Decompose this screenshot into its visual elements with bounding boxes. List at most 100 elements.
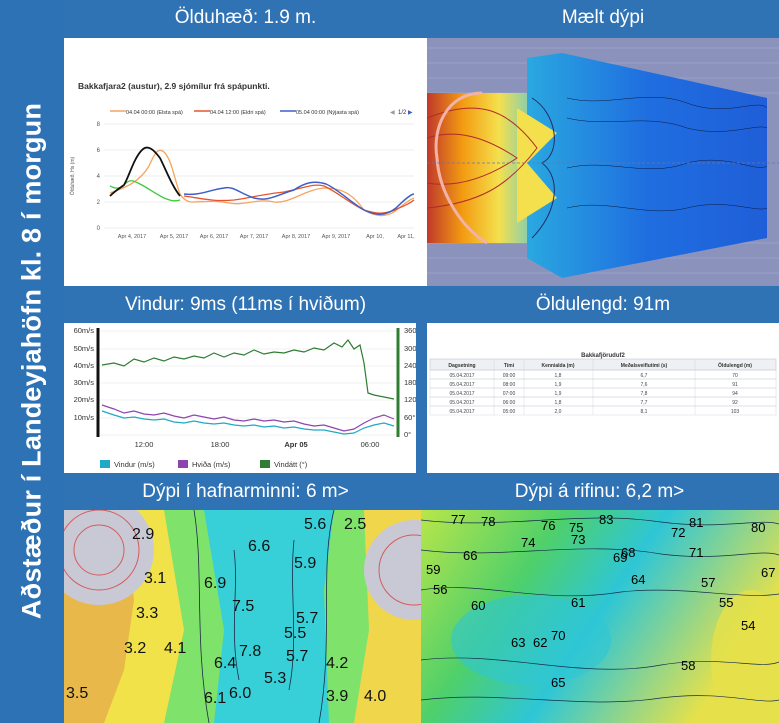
depth-label: 2.9 — [132, 526, 155, 543]
bar-depth-labels: 77 75 72 68 83 81 66 69 71 59 61 63 64 6… — [421, 510, 779, 723]
depth-label: 64 — [631, 572, 646, 587]
wave-forecast-chart: Bakkafjara2 (austur), 2.9 sjómílur frá s… — [64, 38, 427, 286]
wind-left-tick: 60m/s — [74, 326, 95, 335]
table-cell: 09:00 — [503, 373, 516, 379]
depth-label: 3.5 — [66, 685, 89, 702]
table-header-length: Öldulengd (m) — [718, 362, 752, 369]
depth-label: 72 — [671, 525, 686, 540]
depth-label: 6.1 — [204, 690, 227, 707]
table-cell: 91 — [732, 382, 738, 388]
wave-x-tick: Apr 7, 2017 — [240, 234, 268, 240]
depth-label: 77 — [451, 512, 466, 527]
wind-left-tick: 20m/s — [74, 395, 95, 404]
wave-x-tick: Apr 8, 2017 — [282, 234, 310, 240]
depth-label: 3.2 — [124, 640, 147, 657]
wind-right-tick: 120° — [404, 395, 416, 404]
depth-label: 59 — [426, 562, 441, 577]
table-header-sig-wave: Kennialda (m) — [541, 363, 574, 369]
wave-x-tick: Apr 6, 2017 — [200, 234, 228, 240]
wind-right-tick: 180° — [404, 378, 416, 387]
wave-y-tick: 4 — [97, 174, 101, 180]
legend-newest: 05.04 00:00 (Nýjasta spá) — [296, 110, 359, 116]
measured-depth-map — [427, 38, 779, 286]
depth-label: 54 — [741, 618, 756, 633]
legend-wind: Vindur (m/s) — [114, 460, 155, 469]
wave-y-tick: 6 — [97, 148, 101, 154]
wave-chart-title: Bakkafjara2 (austur), 2.9 sjómílur frá s… — [78, 81, 270, 91]
sidebar: Aðstæður í Landeyjahöfn kl. 8 í morgun — [0, 0, 64, 723]
next-page-icon[interactable]: ▶ — [408, 110, 413, 116]
depth-label: 5.7 — [286, 648, 309, 665]
table-cell: 94 — [732, 391, 738, 397]
wave-x-tick: Apr 11, — [397, 234, 415, 240]
depth-label: 5.9 — [294, 555, 317, 572]
depth-label: 74 — [521, 535, 536, 550]
depth-label: 5.5 — [284, 625, 307, 642]
depth-label: 55 — [719, 595, 734, 610]
wind-x-tick: Apr 05 — [284, 440, 307, 449]
wind-right-tick: 360° — [404, 326, 416, 335]
wave-x-tick: Apr 10, — [366, 234, 384, 240]
wave-x-tick: Apr 9, 2017 — [322, 234, 350, 240]
depth-label: 60 — [471, 598, 486, 613]
depth-label: 68 — [621, 545, 636, 560]
depth-label: 7.8 — [239, 643, 262, 660]
depth-label: 65 — [551, 675, 566, 690]
depth-label: 63 — [511, 635, 526, 650]
depth-label: 76 — [541, 518, 556, 533]
table-cell: 7,8 — [641, 391, 648, 397]
table-cell: 05:00 — [503, 409, 516, 415]
depth-label: 78 — [481, 514, 496, 529]
depth-label: 3.9 — [326, 688, 349, 705]
table-cell: 05.04.2017 — [449, 409, 474, 415]
depth-label: 75 — [569, 520, 584, 535]
legend-older: 04.04 12:00 (Eldri spá) — [210, 110, 266, 116]
depth-label: 5.3 — [264, 670, 287, 687]
table-cell: 103 — [731, 409, 740, 415]
depth-label: 5.6 — [304, 516, 327, 533]
depth-label: 5.7 — [296, 610, 319, 627]
wave-y-tick: 8 — [97, 122, 101, 128]
table-header-date: Dagsetning — [448, 363, 475, 369]
depth-label: 6.4 — [214, 655, 237, 672]
depth-label: 58 — [681, 658, 696, 673]
wave-x-tick: Apr 5, 2017 — [160, 234, 188, 240]
depth-label: 71 — [689, 545, 704, 560]
depth-label: 6.9 — [204, 575, 227, 592]
depth-label: 6.6 — [248, 538, 271, 555]
depth-label: 80 — [751, 520, 766, 535]
table-cell: 06:00 — [503, 400, 516, 406]
depth-label: 3.3 — [136, 605, 159, 622]
wind-right-tick: 60° — [404, 413, 415, 422]
table-cell: 8,1 — [641, 409, 648, 415]
bar-depth-map: 77 75 72 68 83 81 66 69 71 59 61 63 64 6… — [421, 510, 779, 723]
table-cell: 2,0 — [555, 409, 562, 415]
wave-table-title: Bakkafjöruduf2 — [581, 353, 625, 359]
depth-label: 7.5 — [232, 598, 255, 615]
wave-x-tick: Apr 4, 2017 — [118, 234, 146, 240]
wind-chart: 60m/s 50m/s 40m/s 30m/s 20m/s 10m/s 360°… — [64, 323, 416, 473]
depth-label: 57 — [701, 575, 716, 590]
wave-length-header: Öldulengd: 91m — [427, 287, 779, 323]
wind-x-tick: 18:00 — [211, 440, 230, 449]
table-cell: 7,7 — [641, 400, 648, 406]
depth-label: 81 — [689, 515, 704, 530]
wave-height-header: Ölduhæð: 1.9 m. — [64, 0, 427, 36]
table-header-time: Tími — [504, 363, 515, 369]
legend-oldest: 04.04 00:00 (Elsta spá) — [126, 110, 183, 116]
depth-label: 4.0 — [364, 688, 387, 705]
harbor-depth-header: Dýpi í hafnarminni: 6 m> — [64, 474, 427, 510]
table-cell: 7,6 — [641, 382, 648, 388]
harbor-depth-map: 6.9 6.1 5.9 7.5 5.5 5.3 5.7 6.4 7.8 6.6 … — [64, 510, 421, 723]
depth-label: 66 — [463, 548, 478, 563]
harbor-depth-labels: 6.9 6.1 5.9 7.5 5.5 5.3 5.7 6.4 7.8 6.6 … — [64, 510, 421, 723]
wind-left-tick: 40m/s — [74, 361, 95, 370]
depth-label: 67 — [761, 565, 776, 580]
depth-label: 70 — [551, 628, 566, 643]
wave-y-tick: 2 — [97, 200, 101, 206]
wind-right-tick: 0° — [404, 430, 411, 439]
prev-page-icon[interactable]: ◀ — [390, 110, 395, 116]
wind-x-tick: 06:00 — [361, 440, 380, 449]
depth-label: 62 — [533, 635, 548, 650]
wave-table-panel: Bakkafjöruduf2 Dagsetning Tími Kennialda… — [427, 323, 779, 473]
